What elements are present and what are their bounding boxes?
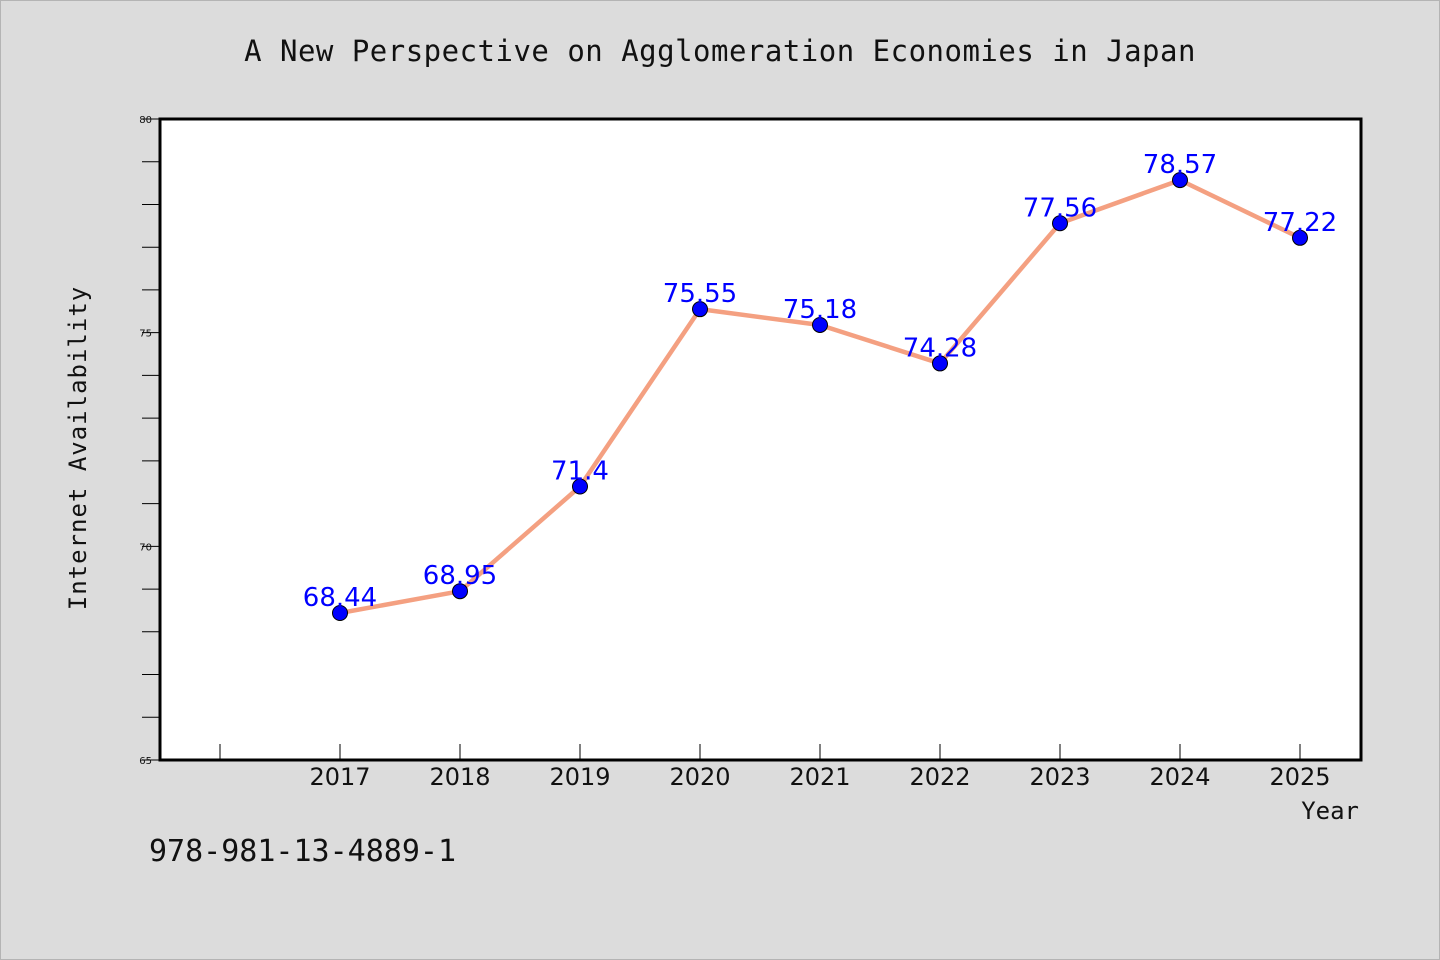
data-label: 68.95: [423, 561, 497, 591]
y-tick-label: 70: [139, 542, 152, 553]
data-point: [452, 583, 468, 600]
y-minor-ticks: [142, 118, 159, 761]
data-point: [1052, 215, 1068, 232]
data-point: [332, 604, 348, 621]
data-labels: 68.44 68.95 71.4 75.55 75.18 74.28 77.56 78.57 7…: [303, 150, 1337, 613]
y-tick-label: 80: [139, 115, 152, 126]
data-point: [572, 478, 588, 495]
data-point: [1172, 172, 1188, 189]
chart-title: A New Perspective on Agglomeration Econo…: [244, 34, 1196, 68]
x-tick-label: 2025: [1269, 763, 1330, 791]
data-label: 74.28: [903, 333, 977, 363]
y-axis-label: Internet Availability: [64, 286, 92, 610]
x-tick-label: 2019: [549, 763, 610, 791]
data-point: [1292, 229, 1308, 246]
data-label: 75.18: [783, 295, 857, 325]
x-tick-label: 2020: [669, 763, 730, 791]
x-tick-label: 2023: [1029, 763, 1090, 791]
y-tick-labels: 65 70 75 80: [139, 115, 152, 767]
data-point: [812, 316, 828, 333]
data-label: 68.44: [303, 583, 377, 613]
plot-area: [158, 117, 1363, 762]
x-minor-ticks: [219, 744, 1301, 760]
data-label: 77.22: [1263, 208, 1337, 238]
data-point: [692, 301, 708, 318]
data-markers: [332, 172, 1308, 621]
x-tick-label: 2021: [789, 763, 850, 791]
x-axis-label: Year: [1301, 797, 1359, 825]
data-label: 77.56: [1023, 193, 1097, 223]
data-label: 78.57: [1143, 150, 1217, 180]
x-tick-label: 2024: [1149, 763, 1210, 791]
x-tick-labels: 2017 2018 2019 2020 2021 2022 2023 2024 2025: [309, 763, 1330, 791]
y-tick-label: 75: [139, 329, 152, 340]
data-point: [932, 355, 948, 372]
isbn-footer: 978-981-13-4889-1: [149, 834, 457, 869]
x-tick-label: 2017: [309, 763, 370, 791]
data-label: 71.4: [551, 457, 609, 487]
x-tick-label: 2022: [909, 763, 970, 791]
y-tick-label: 65: [139, 756, 152, 767]
data-label: 75.55: [663, 279, 737, 309]
x-tick-label: 2018: [429, 763, 490, 791]
